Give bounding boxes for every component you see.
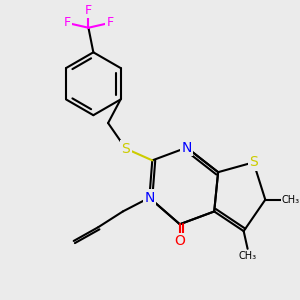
Text: S: S <box>249 155 258 169</box>
Text: CH₃: CH₃ <box>282 195 300 205</box>
Text: N: N <box>182 141 192 154</box>
Text: N: N <box>144 191 154 205</box>
Text: CH₃: CH₃ <box>238 251 257 261</box>
Text: F: F <box>106 16 114 29</box>
Text: F: F <box>63 16 70 29</box>
Text: S: S <box>122 142 130 156</box>
Text: F: F <box>85 4 92 16</box>
Text: O: O <box>174 234 185 248</box>
